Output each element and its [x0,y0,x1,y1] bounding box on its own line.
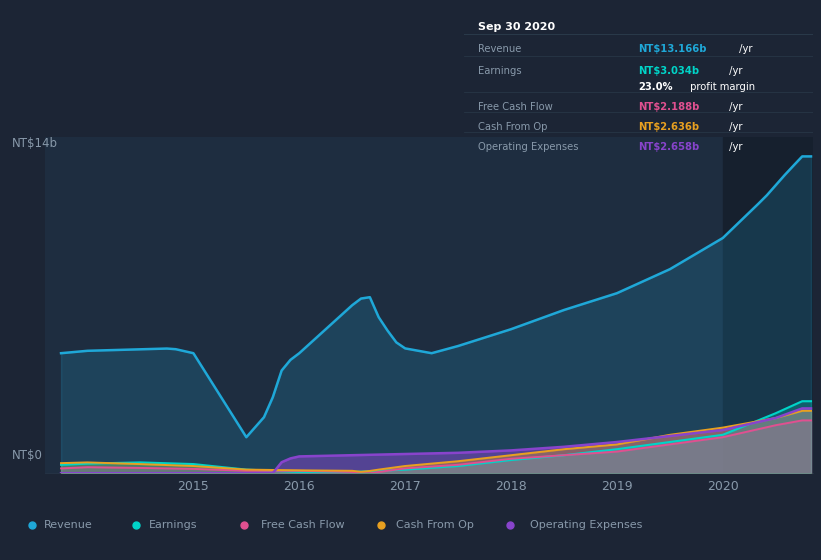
Text: /yr: /yr [727,66,743,76]
Text: NT$3.034b: NT$3.034b [639,66,699,76]
Text: NT$13.166b: NT$13.166b [639,44,707,54]
Text: NT$2.188b: NT$2.188b [639,102,699,112]
Text: Cash From Op: Cash From Op [396,520,474,530]
Text: /yr: /yr [736,44,753,54]
Text: Operating Expenses: Operating Expenses [478,142,578,152]
Text: /yr: /yr [727,122,743,132]
Text: Operating Expenses: Operating Expenses [530,520,642,530]
Text: Free Cash Flow: Free Cash Flow [478,102,553,112]
Text: NT$14b: NT$14b [12,137,58,150]
Text: Sep 30 2020: Sep 30 2020 [478,22,555,31]
Text: 23.0%: 23.0% [639,82,673,92]
Text: Revenue: Revenue [478,44,521,54]
Text: NT$2.658b: NT$2.658b [639,142,699,152]
Text: Cash From Op: Cash From Op [478,122,548,132]
Text: NT$0: NT$0 [12,449,44,462]
Bar [722,137,821,473]
Text: /yr: /yr [727,102,743,112]
Text: Free Cash Flow: Free Cash Flow [261,520,345,530]
Text: profit margin: profit margin [687,82,755,92]
Text: Earnings: Earnings [149,520,197,530]
Text: /yr: /yr [727,142,743,152]
Text: Revenue: Revenue [44,520,93,530]
Text: NT$2.636b: NT$2.636b [639,122,699,132]
Text: Earnings: Earnings [478,66,521,76]
